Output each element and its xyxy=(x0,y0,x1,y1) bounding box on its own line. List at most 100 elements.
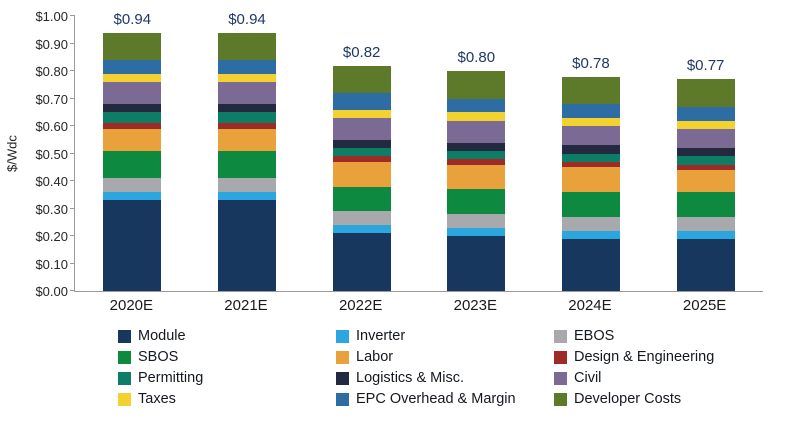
bar-segment-sbos xyxy=(217,150,276,179)
bar-segment-inverter xyxy=(217,192,276,201)
y-tick-mark xyxy=(70,152,75,154)
bar-segment-ebos xyxy=(676,216,735,231)
plot-area: $0.94 $0.94 $0.82 $0.80 $0.78 $0.77 xyxy=(70,11,763,292)
x-axis-label-2021e: 2021E xyxy=(224,297,268,314)
bar-segment-logistics-misc xyxy=(561,145,620,154)
bar-segment-module xyxy=(217,200,276,291)
legend-item-design-engineering: Design & Engineering xyxy=(554,349,800,365)
y-tick-label: $0.50 xyxy=(35,146,68,162)
legend-swatch-sbos xyxy=(118,350,131,364)
legend-label-design-engineering: Design & Engineering xyxy=(574,349,715,365)
bar-segment-taxes xyxy=(103,73,162,82)
bar-total-label: $0.80 xyxy=(457,49,496,66)
bar-segment-epc-overhead-margin xyxy=(676,106,735,121)
bar-segment-design-engineering xyxy=(561,161,620,168)
bar-segment-permitting xyxy=(332,148,391,157)
legend-label-developer-costs: Developer Costs xyxy=(574,391,682,407)
y-tick-label: $0.30 xyxy=(35,201,68,217)
bar-segment-sbos xyxy=(332,186,391,212)
legend-item-developer-costs: Developer Costs xyxy=(554,391,800,407)
legend-label-labor: Labor xyxy=(356,349,394,365)
y-tick-mark xyxy=(70,207,75,209)
bar-stack-2020e xyxy=(103,32,162,291)
bar-segment-sbos xyxy=(447,189,506,214)
legend-swatch-civil xyxy=(554,371,567,385)
bar-segment-module xyxy=(332,233,391,291)
bar-segment-taxes xyxy=(217,73,276,82)
bar-segment-developer-costs xyxy=(217,32,276,60)
legend-swatch-epc-overhead-margin xyxy=(336,392,349,406)
bar-2021e: $0.94 xyxy=(217,11,276,291)
bar-segment-civil xyxy=(217,82,276,104)
bar-segment-developer-costs xyxy=(332,65,391,93)
y-tick-label: $0.80 xyxy=(35,64,68,79)
bar-segment-permitting xyxy=(561,153,620,162)
bar-segment-permitting xyxy=(217,112,276,124)
legend-item-taxes: Taxes xyxy=(118,391,336,407)
bar-segment-logistics-misc xyxy=(676,148,735,157)
bar-total-label: $0.78 xyxy=(572,54,610,72)
bar-segment-labor xyxy=(217,128,276,151)
bar-2020e: $0.94 xyxy=(103,11,162,291)
legend-label-civil: Civil xyxy=(574,370,602,386)
legend-label-permitting: Permitting xyxy=(138,370,204,386)
y-tick-label: $0.70 xyxy=(35,91,68,107)
bar-segment-epc-overhead-margin xyxy=(332,93,391,110)
bar-segment-logistics-misc xyxy=(217,104,276,113)
bar-segment-design-engineering xyxy=(332,156,391,162)
bar-total-label: $0.82 xyxy=(342,43,381,61)
y-tick-label: $0.00 xyxy=(35,284,68,299)
plot-wrap: $0.94 $0.94 $0.82 $0.80 $0.78 $0.77 2020E 2021… xyxy=(70,11,763,314)
bar-segment-developer-costs xyxy=(447,71,506,99)
x-axis-labels: 2020E 2021E 2022E 2023E 2024E 2025E xyxy=(74,297,762,314)
y-tick-label: $0.40 xyxy=(35,174,68,189)
x-axis-label-2024e: 2024E xyxy=(568,297,612,314)
legend-swatch-logistics-misc xyxy=(336,371,349,385)
bar-segment-inverter xyxy=(332,225,391,234)
y-tick-mark xyxy=(70,235,75,236)
bar-segment-labor xyxy=(676,170,735,192)
bar-segment-civil xyxy=(447,120,506,143)
x-axis-label-2025e: 2025E xyxy=(682,297,727,314)
bar-segment-civil xyxy=(103,82,162,104)
y-tick-label: $0.90 xyxy=(35,36,68,52)
y-tick-label: $0.10 xyxy=(35,256,68,272)
bar-segment-logistics-misc xyxy=(332,139,391,148)
x-axis-label-2020e: 2020E xyxy=(109,297,154,314)
bar-stack-2021e xyxy=(217,32,276,291)
bar-total-label: $0.94 xyxy=(113,10,152,28)
bar-segment-ebos xyxy=(561,216,620,231)
legend-swatch-taxes xyxy=(118,392,131,406)
chart-area: $/Wdc $0.00 $0.10 $0.20 $0.30 $0.40 $0.50 $0.6… xyxy=(5,9,763,314)
legend-label-module: Module xyxy=(138,328,186,344)
bar-segment-ebos xyxy=(103,178,162,192)
bar-segment-epc-overhead-margin xyxy=(217,60,276,74)
bar-total-label: $0.94 xyxy=(228,10,266,28)
y-tick-mark xyxy=(70,290,75,291)
bar-stack-2023e xyxy=(447,71,506,291)
bar-segment-taxes xyxy=(332,109,391,118)
bar-segment-ebos xyxy=(217,178,276,192)
y-tick-mark xyxy=(70,180,75,181)
bar-segment-epc-overhead-margin xyxy=(447,98,506,113)
legend-item-inverter: Inverter xyxy=(336,328,554,344)
legend-label-ebos: EBOS xyxy=(574,328,615,344)
legend-label-inverter: Inverter xyxy=(356,328,406,344)
bar-segment-module xyxy=(561,238,620,291)
bar-segment-labor xyxy=(332,161,391,187)
bar-segment-design-engineering xyxy=(217,123,276,129)
bar-stack-2025e xyxy=(676,79,735,291)
legend-item-sbos: SBOS xyxy=(118,349,336,365)
bar-segment-civil xyxy=(561,126,620,146)
y-tick-mark xyxy=(70,262,75,264)
y-tick-mark xyxy=(70,70,75,71)
bar-2025e: $0.77 xyxy=(676,16,735,291)
bar-segment-inverter xyxy=(103,192,162,201)
bar-segment-ebos xyxy=(332,211,391,225)
legend-item-permitting: Permitting xyxy=(118,370,336,386)
legend-item-ebos: EBOS xyxy=(554,328,800,344)
legend-item-labor: Labor xyxy=(336,349,554,365)
y-axis-ticks: $0.00 $0.10 $0.20 $0.30 $0.40 $0.50 $0.60 $0.70… xyxy=(24,9,74,299)
legend-swatch-permitting xyxy=(118,371,131,385)
